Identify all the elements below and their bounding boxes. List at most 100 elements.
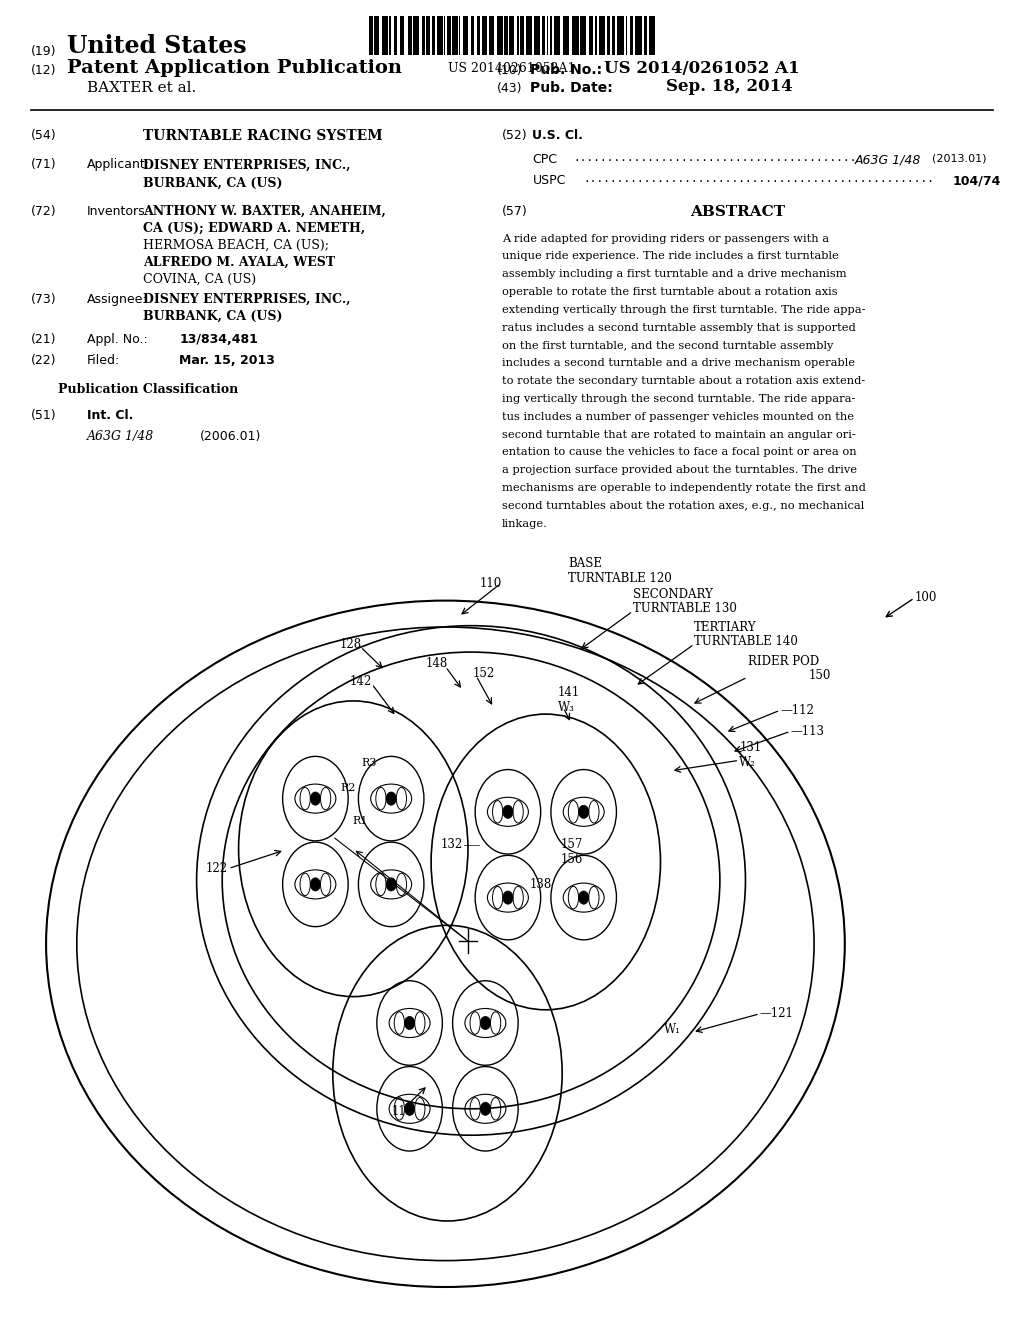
Bar xyxy=(510,16,514,55)
Text: DISNEY ENTERPRISES, INC.,: DISNEY ENTERPRISES, INC., xyxy=(143,158,351,172)
Text: 100: 100 xyxy=(914,591,937,605)
Bar xyxy=(414,16,420,55)
Circle shape xyxy=(386,792,396,805)
Text: Publication Classification: Publication Classification xyxy=(58,383,239,396)
Text: 157: 157 xyxy=(560,838,583,851)
Bar xyxy=(643,16,646,55)
Text: COVINA, CA (US): COVINA, CA (US) xyxy=(143,273,256,286)
Bar xyxy=(612,16,615,55)
Circle shape xyxy=(386,878,396,891)
Bar xyxy=(617,16,624,55)
Text: TURNTABLE 120: TURNTABLE 120 xyxy=(568,572,672,585)
Text: Int. Cl.: Int. Cl. xyxy=(87,409,133,422)
Text: —112: —112 xyxy=(780,704,814,717)
Circle shape xyxy=(404,1102,415,1115)
Bar xyxy=(648,16,654,55)
Bar xyxy=(626,16,627,55)
Text: BURBANK, CA (US): BURBANK, CA (US) xyxy=(143,177,283,190)
Bar xyxy=(547,16,549,55)
Text: BURBANK, CA (US): BURBANK, CA (US) xyxy=(143,310,283,323)
Bar xyxy=(437,16,443,55)
Text: (19): (19) xyxy=(31,45,56,58)
Text: 128: 128 xyxy=(339,638,361,651)
Bar xyxy=(589,16,593,55)
Bar xyxy=(607,16,610,55)
Text: 156: 156 xyxy=(560,853,583,866)
Text: 138: 138 xyxy=(529,878,552,891)
Text: ....................................................: ........................................… xyxy=(584,174,935,185)
Text: (54): (54) xyxy=(31,129,56,143)
Text: (71): (71) xyxy=(31,158,56,172)
Bar xyxy=(444,16,445,55)
Text: 122: 122 xyxy=(205,862,227,875)
Text: BASE: BASE xyxy=(568,557,602,570)
Bar xyxy=(432,16,435,55)
Text: United States: United States xyxy=(67,34,246,58)
Text: USPC: USPC xyxy=(532,174,566,187)
Text: includes a second turntable and a drive mechanism operable: includes a second turntable and a drive … xyxy=(502,359,855,368)
Text: TURNTABLE RACING SYSTEM: TURNTABLE RACING SYSTEM xyxy=(143,129,383,144)
Bar xyxy=(551,16,552,55)
Bar xyxy=(464,16,468,55)
Text: linkage.: linkage. xyxy=(502,519,548,529)
Text: 148: 148 xyxy=(426,657,449,671)
Text: HERMOSA BEACH, CA (US);: HERMOSA BEACH, CA (US); xyxy=(143,239,330,252)
Circle shape xyxy=(579,805,589,818)
Bar xyxy=(477,16,480,55)
Bar xyxy=(375,16,379,55)
Bar xyxy=(599,16,605,55)
Bar xyxy=(389,16,391,55)
Bar xyxy=(393,16,397,55)
Text: SECONDARY: SECONDARY xyxy=(633,587,713,601)
Text: Applicant:: Applicant: xyxy=(87,158,151,172)
Bar xyxy=(572,16,579,55)
Text: 104/74: 104/74 xyxy=(952,174,1000,187)
Bar xyxy=(520,16,524,55)
Bar xyxy=(554,16,560,55)
Bar xyxy=(459,16,461,55)
Text: R2: R2 xyxy=(340,783,356,793)
Text: ANTHONY W. BAXTER, ANAHEIM,: ANTHONY W. BAXTER, ANAHEIM, xyxy=(143,205,386,218)
Text: (72): (72) xyxy=(31,205,56,218)
Text: ing vertically through the second turntable. The ride appara-: ing vertically through the second turnta… xyxy=(502,393,855,404)
Text: unique ride experience. The ride includes a first turntable: unique ride experience. The ride include… xyxy=(502,251,839,261)
Text: Patent Application Publication: Patent Application Publication xyxy=(67,58,401,77)
Bar xyxy=(489,16,494,55)
Bar xyxy=(630,16,633,55)
Text: Appl. No.:: Appl. No.: xyxy=(87,333,147,346)
Bar xyxy=(517,16,519,55)
Text: Assignee:: Assignee: xyxy=(87,293,147,306)
Bar xyxy=(382,16,388,55)
Text: TERTIARY: TERTIARY xyxy=(694,620,757,634)
Text: TURNTABLE 140: TURNTABLE 140 xyxy=(694,635,798,648)
Text: (22): (22) xyxy=(31,354,56,367)
Text: on the first turntable, and the second turntable assembly: on the first turntable, and the second t… xyxy=(502,341,834,351)
Text: 110: 110 xyxy=(479,577,502,590)
Circle shape xyxy=(503,891,513,904)
Text: (51): (51) xyxy=(31,409,56,422)
Bar xyxy=(399,16,404,55)
Text: ..........................................: ........................................… xyxy=(573,153,857,164)
Text: —113: —113 xyxy=(791,725,824,738)
Text: BAXTER et al.: BAXTER et al. xyxy=(87,81,197,95)
Bar xyxy=(408,16,412,55)
Text: (43): (43) xyxy=(497,82,522,95)
Text: U.S. Cl.: U.S. Cl. xyxy=(532,129,584,143)
Bar xyxy=(452,16,458,55)
Bar xyxy=(471,16,474,55)
Bar xyxy=(595,16,597,55)
Text: ABSTRACT: ABSTRACT xyxy=(690,205,784,219)
Text: 152: 152 xyxy=(473,667,496,680)
Text: R3: R3 xyxy=(360,758,377,768)
Text: A63G 1/48: A63G 1/48 xyxy=(855,153,922,166)
Text: A63G 1/48: A63G 1/48 xyxy=(87,430,155,444)
Text: CPC: CPC xyxy=(532,153,557,166)
Text: (57): (57) xyxy=(502,205,527,218)
Bar xyxy=(635,16,641,55)
Bar xyxy=(497,16,503,55)
Text: second turntable that are rotated to maintain an angular ori-: second turntable that are rotated to mai… xyxy=(502,430,855,440)
Text: mechanisms are operable to independently rotate the first and: mechanisms are operable to independently… xyxy=(502,483,865,494)
Text: Inventors:: Inventors: xyxy=(87,205,150,218)
Text: RIDER POD: RIDER POD xyxy=(748,655,818,668)
Circle shape xyxy=(503,805,513,818)
